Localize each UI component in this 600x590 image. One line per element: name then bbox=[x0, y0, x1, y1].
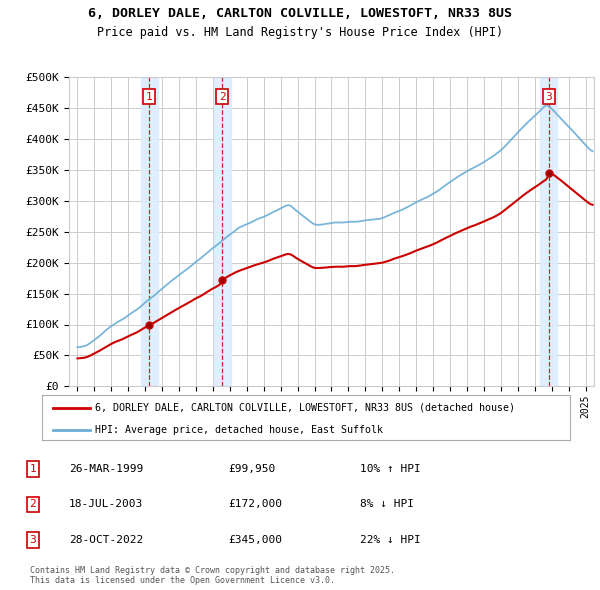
Bar bbox=[214, 77, 230, 386]
Text: 1: 1 bbox=[146, 91, 152, 101]
Text: £99,950: £99,950 bbox=[228, 464, 275, 474]
Text: 3: 3 bbox=[29, 535, 37, 545]
Text: Contains HM Land Registry data © Crown copyright and database right 2025.
This d: Contains HM Land Registry data © Crown c… bbox=[30, 566, 395, 585]
Text: 26-MAR-1999: 26-MAR-1999 bbox=[69, 464, 143, 474]
Text: 6, DORLEY DALE, CARLTON COLVILLE, LOWESTOFT, NR33 8US (detached house): 6, DORLEY DALE, CARLTON COLVILLE, LOWEST… bbox=[95, 403, 515, 412]
Text: 22% ↓ HPI: 22% ↓ HPI bbox=[360, 535, 421, 545]
Text: 3: 3 bbox=[545, 91, 552, 101]
Text: 2: 2 bbox=[29, 500, 37, 509]
Text: HPI: Average price, detached house, East Suffolk: HPI: Average price, detached house, East… bbox=[95, 425, 383, 435]
Text: 1: 1 bbox=[29, 464, 37, 474]
Bar bbox=[541, 77, 557, 386]
Text: Price paid vs. HM Land Registry's House Price Index (HPI): Price paid vs. HM Land Registry's House … bbox=[97, 26, 503, 39]
Text: 8% ↓ HPI: 8% ↓ HPI bbox=[360, 500, 414, 509]
Text: 10% ↑ HPI: 10% ↑ HPI bbox=[360, 464, 421, 474]
Bar bbox=[140, 77, 158, 386]
Text: £172,000: £172,000 bbox=[228, 500, 282, 509]
Text: 6, DORLEY DALE, CARLTON COLVILLE, LOWESTOFT, NR33 8US: 6, DORLEY DALE, CARLTON COLVILLE, LOWEST… bbox=[88, 7, 512, 20]
Text: £345,000: £345,000 bbox=[228, 535, 282, 545]
Text: 28-OCT-2022: 28-OCT-2022 bbox=[69, 535, 143, 545]
Text: 18-JUL-2003: 18-JUL-2003 bbox=[69, 500, 143, 509]
Text: 2: 2 bbox=[219, 91, 226, 101]
